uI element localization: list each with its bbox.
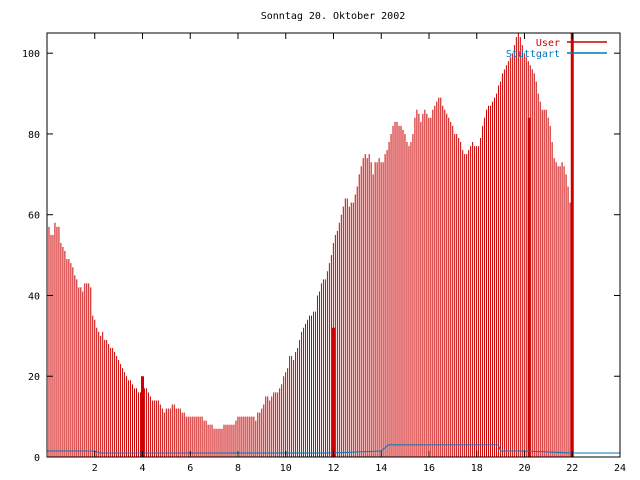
- y-axis: 0 20 40 60 80 100: [22, 49, 620, 464]
- x-tick-label: 2: [92, 463, 98, 474]
- y-tick-label: 60: [28, 211, 40, 222]
- x-tick-label: 24: [614, 463, 626, 474]
- legend-label-stuttgart: Stuttgart: [506, 49, 560, 60]
- x-tick-label: 22: [566, 463, 578, 474]
- y-tick-label: 80: [28, 130, 40, 141]
- y-tick-label: 0: [34, 453, 40, 464]
- stuttgart-line-layer: [47, 444, 620, 454]
- x-tick-label: 8: [235, 463, 241, 474]
- legend-label-user: User: [536, 38, 560, 49]
- x-tick-label: 18: [471, 463, 483, 474]
- user-bars: [48, 33, 571, 457]
- x-tick-label: 12: [327, 463, 339, 474]
- x-axis: 2 4 6 8 10 12 14 16 18 20 22 24: [92, 33, 626, 474]
- highlight-bars: [141, 33, 574, 457]
- y-tick-label: 100: [22, 49, 40, 60]
- x-tick-label: 6: [187, 463, 193, 474]
- chart-title: Sonntag 20. Oktober 2002: [261, 11, 406, 22]
- x-tick-label: 10: [280, 463, 292, 474]
- x-tick-label: 4: [139, 463, 145, 474]
- x-tick-label: 16: [423, 463, 435, 474]
- legend: User Stuttgart: [506, 38, 607, 60]
- x-tick-label: 14: [375, 463, 387, 474]
- y-tick-label: 40: [28, 291, 40, 302]
- x-tick-label: 20: [518, 463, 530, 474]
- y-tick-label: 20: [28, 372, 40, 383]
- stuttgart-line: [47, 444, 620, 454]
